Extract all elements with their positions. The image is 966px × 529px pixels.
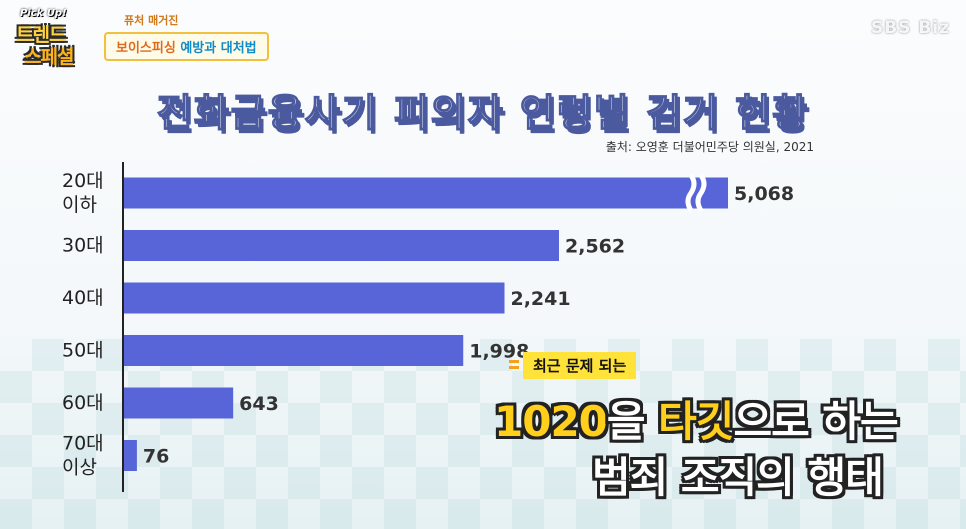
value-label-5: 76: [143, 446, 169, 468]
logo-pickup-text: Pick Up!: [20, 8, 67, 19]
callout-line-1: 1020을 타깃으로 하는: [494, 388, 899, 449]
value-label-3: 1,998: [469, 341, 529, 363]
bar-2: [124, 282, 505, 314]
category-label-3-0: 50대: [62, 340, 104, 362]
segment-topic-part1: 보이스피싱: [116, 41, 176, 56]
bar-0: [124, 177, 728, 209]
bar-5: [124, 440, 137, 471]
category-label-0-0: 20대: [62, 170, 104, 192]
axis-break-mark-b: [695, 174, 707, 212]
callout-line-2: 범죄 조직의 행태: [592, 453, 884, 502]
logo-line1: 트렌드: [16, 24, 66, 46]
source-note: 출처: 오영훈 더불어민주당 의원실, 2021: [605, 140, 814, 154]
callout-highlight-1020: 1020: [494, 397, 608, 446]
broadcaster-watermark: SBS Biz: [870, 18, 950, 38]
segment-topic-box: 보이스피싱 예방과 대처법: [104, 32, 269, 61]
bar-3: [124, 335, 464, 366]
bar-4: [124, 387, 234, 419]
callout-tag: 최근 문제 되는: [508, 352, 637, 379]
value-label-0: 5,068: [734, 183, 794, 205]
background-pattern: [0, 339, 966, 529]
axis-break-mark-a: [685, 174, 697, 212]
chart-title: 전화금융사기 피의자 연령별 검거 현황: [156, 90, 810, 136]
value-label-1: 2,562: [565, 236, 625, 258]
segment-small-label: 퓨처 매거진: [124, 14, 179, 27]
category-label-1-0: 30대: [62, 235, 104, 257]
category-label-5-1: 이상: [62, 457, 97, 479]
callout-text-mid: 을: [606, 397, 659, 446]
callout-text-end: 으로 하는: [733, 397, 898, 446]
category-label-2-0: 40대: [62, 287, 104, 309]
show-logo: Pick Up! 트렌드 스페셜: [6, 6, 96, 70]
segment-topic-part2: 예방과 대처법: [180, 41, 257, 56]
value-label-2: 2,241: [510, 288, 570, 310]
callout-highlight-target: 타깃: [658, 397, 734, 446]
category-label-5-0: 70대: [62, 433, 104, 455]
logo-line2: 스페셜: [24, 46, 74, 68]
value-label-4: 643: [239, 393, 279, 415]
category-label-4-0: 60대: [62, 392, 104, 414]
bar-1: [124, 230, 559, 261]
segment-title: 퓨처 매거진 보이스피싱 예방과 대처법: [104, 12, 269, 61]
category-label-0-1: 이하: [62, 194, 97, 216]
